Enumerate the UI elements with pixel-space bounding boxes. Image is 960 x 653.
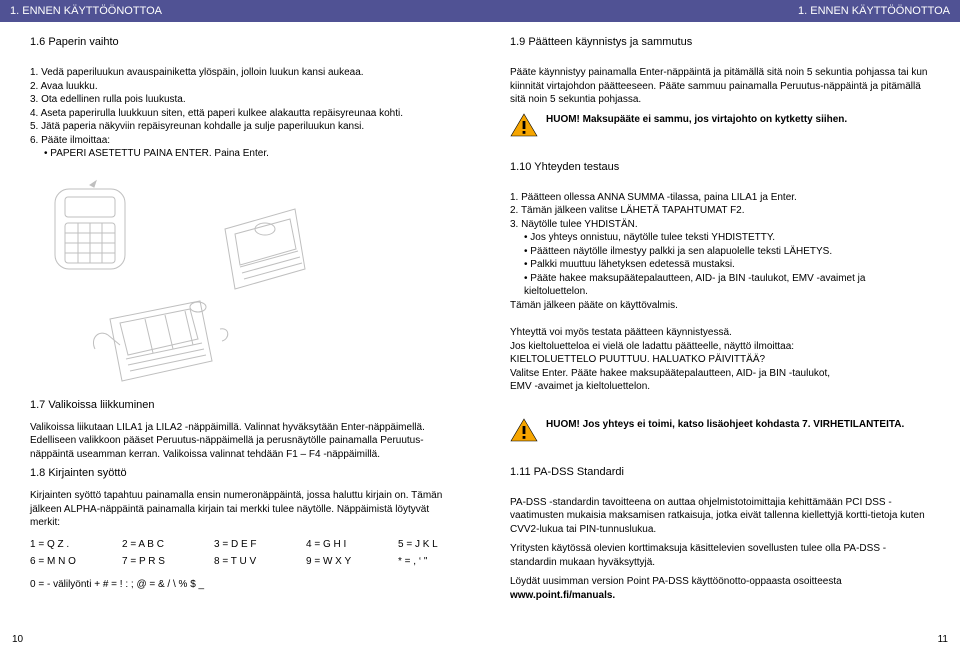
section-1-11-p3: Löydät uusimman version Point PA-DSS käy…	[510, 575, 930, 602]
text: Löydät uusimman version Point PA-DSS käy…	[510, 576, 842, 587]
alpha-row-2: 6 = M N O 7 = P R S 8 = T U V 9 = W X Y …	[30, 553, 450, 570]
section-1-10-steps: 1. Päätteen ollessa ANNA SUMMA -tilassa,…	[510, 191, 930, 232]
manual-url: www.point.fi/manuals.	[510, 590, 615, 601]
warning-text: HUOM! Jos yhteys ei toimi, katso lisäohj…	[546, 418, 904, 432]
section-1-8-body: Kirjainten syöttö tapahtuu painamalla en…	[30, 489, 450, 530]
alpha-cell: 9 = W X Y	[306, 553, 358, 570]
header-right: 1. ENNEN KÄYTTÖÖNOTTOA	[480, 0, 960, 22]
alpha-cell: 2 = A B C	[122, 536, 174, 553]
warning-box: HUOM! Maksupääte ei sammu, jos virtajoht…	[510, 113, 930, 137]
section-1-7-title: 1.7 Valikoissa liikkuminen	[30, 399, 450, 411]
list-item: 1. Vedä paperiluukun avauspainiketta ylö…	[30, 66, 450, 80]
list-item: Palkki muuttuu lähetyksen edetessä musta…	[524, 258, 930, 272]
alpha-cell: 4 = G H I	[306, 536, 358, 553]
section-1-11-p1: PA-DSS -standardin tavoitteena on auttaa…	[510, 496, 930, 537]
page-number-right: 11	[938, 634, 948, 645]
section-1-9-title: 1.9 Päätteen käynnistys ja sammutus	[510, 36, 930, 48]
warning-box: HUOM! Jos yhteys ei toimi, katso lisäohj…	[510, 418, 930, 442]
alpha-cell: 5 = J K L	[398, 536, 450, 553]
terminal-illustration-area	[30, 169, 450, 389]
list-item: 2. Tämän jälkeen valitse LÄHETÄ TAPAHTUM…	[510, 204, 930, 218]
warning-icon	[510, 113, 538, 137]
page-number-left: 10	[12, 634, 23, 645]
section-1-10-after: Tämän jälkeen pääte on käyttövalmis.	[510, 299, 930, 313]
section-1-8-title: 1.8 Kirjainten syöttö	[30, 467, 450, 479]
alpha-row-3: 0 = - välilyönti + # = ! : ; @ = & / \ %…	[30, 578, 450, 592]
list-item: 3. Ota edellinen rulla pois luukusta.	[30, 93, 450, 107]
section-1-7-body: Valikoissa liikutaan LILA1 ja LILA2 -näp…	[30, 421, 450, 462]
section-1-11-p2: Yritysten käytössä olevien korttimaksuja…	[510, 542, 930, 569]
alpha-cell: 7 = P R S	[122, 553, 174, 570]
alpha-row-1: 1 = Q Z . 2 = A B C 3 = D E F 4 = G H I …	[30, 536, 450, 553]
section-1-11-title: 1.11 PA-DSS Standardi	[510, 466, 930, 478]
list-item: 4. Aseta paperirulla luukkuun siten, ett…	[30, 107, 450, 121]
list-item: 3. Näytölle tulee YHDISTÄN.	[510, 218, 930, 232]
page-right: 1. ENNEN KÄYTTÖÖNOTTOA 1.9 Päätteen käyn…	[480, 0, 960, 653]
alpha-cell: 6 = M N O	[30, 553, 82, 570]
alpha-cell: 1 = Q Z .	[30, 536, 82, 553]
alpha-cell: * = , ‘ "	[398, 553, 450, 570]
page-left: 1. ENNEN KÄYTTÖÖNOTTOA 1.6 Paperin vaiht…	[0, 0, 480, 653]
list-item: 2. Avaa luukku.	[30, 80, 450, 94]
alpha-cell: 3 = D E F	[214, 536, 266, 553]
header-left: 1. ENNEN KÄYTTÖÖNOTTOA	[0, 0, 480, 22]
section-1-6-steps: 1. Vedä paperiluukun avauspainiketta ylö…	[30, 66, 450, 147]
list-item: 1. Päätteen ollessa ANNA SUMMA -tilassa,…	[510, 191, 930, 205]
section-1-6-title: 1.6 Paperin vaihto	[30, 36, 450, 48]
terminal-illustration	[90, 289, 240, 389]
terminal-illustration	[40, 179, 160, 279]
section-1-10-extra: Yhteyttä voi myös testata päätteen käynn…	[510, 326, 930, 394]
warning-text: HUOM! Maksupääte ei sammu, jos virtajoht…	[546, 113, 847, 127]
list-item: 6. Pääte ilmoittaa:	[30, 134, 450, 148]
alpha-cell: 8 = T U V	[214, 553, 266, 570]
section-1-10-title: 1.10 Yhteyden testaus	[510, 161, 930, 173]
list-item: 5. Jätä paperia näkyviin repäisyreunan k…	[30, 120, 450, 134]
section-1-10-sub: Jos yhteys onnistuu, näytölle tulee teks…	[510, 231, 930, 299]
terminal-illustration	[210, 199, 330, 299]
warning-icon	[510, 418, 538, 442]
list-item: Päätteen näytölle ilmestyy palkki ja sen…	[524, 245, 930, 259]
section-1-9-body: Pääte käynnistyy painamalla Enter-näppäi…	[510, 66, 930, 107]
list-item: Pääte hakee maksupäätepalautteen, AID- j…	[524, 272, 930, 299]
section-1-6-sub: PAPERI ASETETTU PAINA ENTER. Paina Enter…	[30, 147, 450, 161]
list-item: Jos yhteys onnistuu, näytölle tulee teks…	[524, 231, 930, 245]
list-item: PAPERI ASETETTU PAINA ENTER. Paina Enter…	[44, 147, 450, 161]
